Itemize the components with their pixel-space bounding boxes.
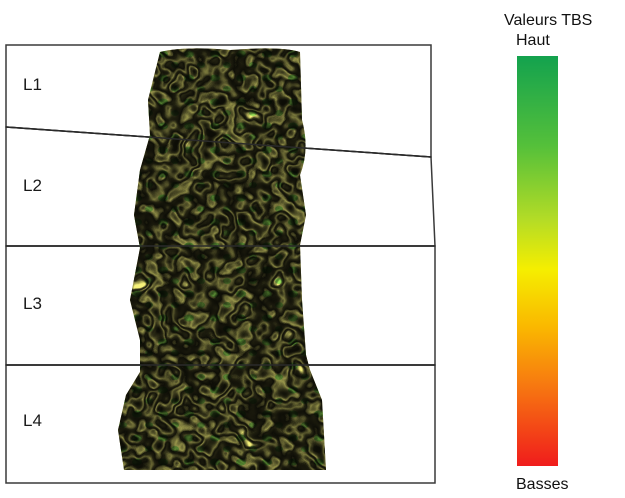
vertebra-label-l2: L2 (23, 176, 42, 195)
vertebra-label-l3: L3 (23, 294, 42, 313)
color-scale-title: Valeurs TBS (504, 12, 593, 29)
vertebra-label-l4: L4 (23, 411, 42, 430)
color-scale-low-label: Basses (516, 476, 569, 493)
color-scale-bar (517, 56, 558, 466)
vertebra-dividers (5, 126, 435, 366)
spine-texture-map (118, 48, 326, 471)
color-scale-high-label: Haut (516, 32, 550, 49)
vertebra-label-l1: L1 (23, 75, 42, 94)
